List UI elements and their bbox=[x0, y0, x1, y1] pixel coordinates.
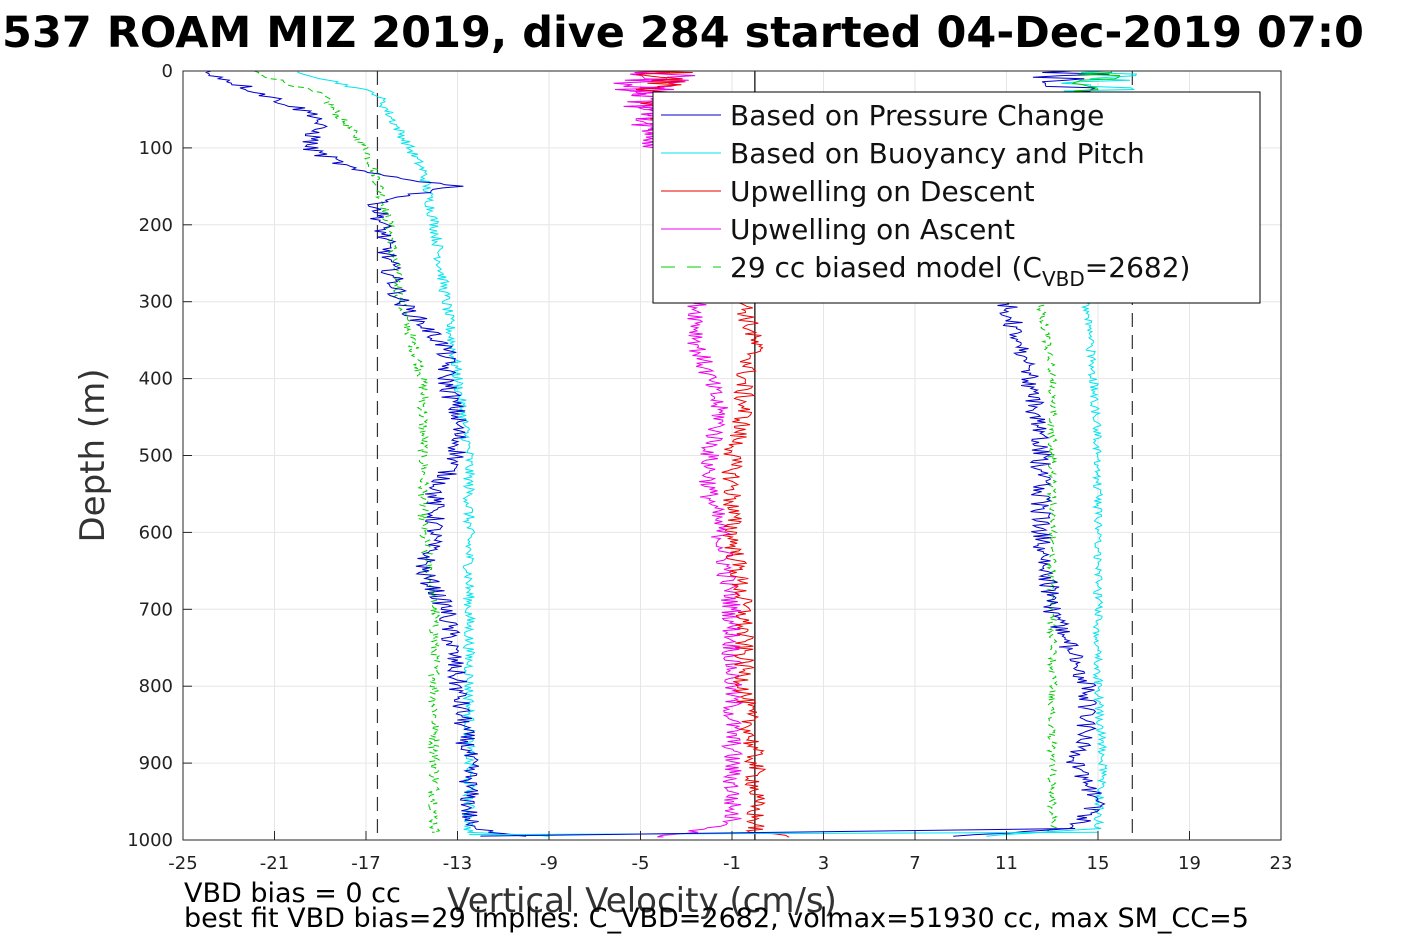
legend-label-up_ascent: Upwelling on Ascent bbox=[730, 213, 1015, 246]
y-tick-label: 400 bbox=[139, 369, 173, 390]
x-tick-label: 7 bbox=[909, 853, 920, 874]
y-tick-label: 600 bbox=[139, 522, 173, 543]
y-tick-label: 700 bbox=[139, 599, 173, 620]
series-model-descent bbox=[253, 70, 442, 833]
x-tick-label: 3 bbox=[818, 853, 829, 874]
series-buoyancy-ascent bbox=[986, 301, 1108, 837]
legend-box bbox=[652, 91, 1261, 304]
best-fit-note: best fit VBD bias=29 implies: C_VBD=2682… bbox=[184, 903, 1249, 934]
series-upwelling-ascent bbox=[657, 301, 744, 838]
x-tick-label: 23 bbox=[1270, 853, 1293, 874]
y-tick-label: 500 bbox=[139, 446, 173, 467]
y-axis-label: Depth (m) bbox=[73, 368, 113, 542]
x-tick-label: 11 bbox=[995, 853, 1018, 874]
legend: Based on Pressure Change Based on Buoyanc… bbox=[652, 91, 1261, 304]
x-tick-label: -21 bbox=[260, 853, 289, 874]
x-tick-label: 15 bbox=[1087, 853, 1110, 874]
bottom-sweep-buoyancy bbox=[468, 831, 1099, 836]
y-tick-label: 0 bbox=[162, 61, 173, 82]
x-tick-label: 19 bbox=[1178, 853, 1201, 874]
x-axis-label: Vertical Velocity (cm/s) bbox=[447, 881, 837, 921]
y-tick-label: 800 bbox=[139, 676, 173, 697]
x-tick-label: -9 bbox=[540, 853, 558, 874]
series-upwelling-descent bbox=[721, 301, 790, 838]
legend-label-up_descent: Upwelling on Descent bbox=[730, 175, 1035, 208]
series-pressure-descent bbox=[204, 70, 527, 837]
bottom-sweep-pressure bbox=[480, 827, 1076, 837]
series-model-ascent bbox=[1036, 301, 1059, 833]
ticks: -25 -21 -17 -13 -9 -5 -1 3 7 11 15 19 23010020030040… bbox=[127, 61, 1292, 874]
legend-label-model: 29 cc biased model (CVBD=2682) bbox=[730, 251, 1190, 291]
y-tick-label: 900 bbox=[139, 753, 173, 774]
y-tick-label: 100 bbox=[139, 138, 173, 159]
x-tick-label: -1 bbox=[723, 853, 741, 874]
y-tick-label: 1000 bbox=[127, 830, 173, 851]
legend-label-buoyancy: Based on Buoyancy and Pitch bbox=[730, 137, 1145, 170]
x-tick-label: -13 bbox=[443, 853, 472, 874]
legend-label-pressure: Based on Pressure Change bbox=[730, 99, 1104, 132]
vbd-bias-note: VBD bias = 0 cc bbox=[184, 878, 401, 909]
x-tick-label: -5 bbox=[632, 853, 650, 874]
series-buoyancy-descent bbox=[297, 70, 550, 837]
series-pressure-ascent bbox=[953, 301, 1106, 837]
y-tick-label: 300 bbox=[139, 292, 173, 313]
y-tick-label: 200 bbox=[139, 215, 173, 236]
x-tick-label: -17 bbox=[351, 853, 380, 874]
legend-items: Based on Pressure Change Based on Buoyanc… bbox=[661, 99, 1190, 291]
chart-title: 537 ROAM MIZ 2019, dive 284 started 04-D… bbox=[2, 8, 1364, 58]
x-tick-label: -25 bbox=[168, 853, 197, 874]
